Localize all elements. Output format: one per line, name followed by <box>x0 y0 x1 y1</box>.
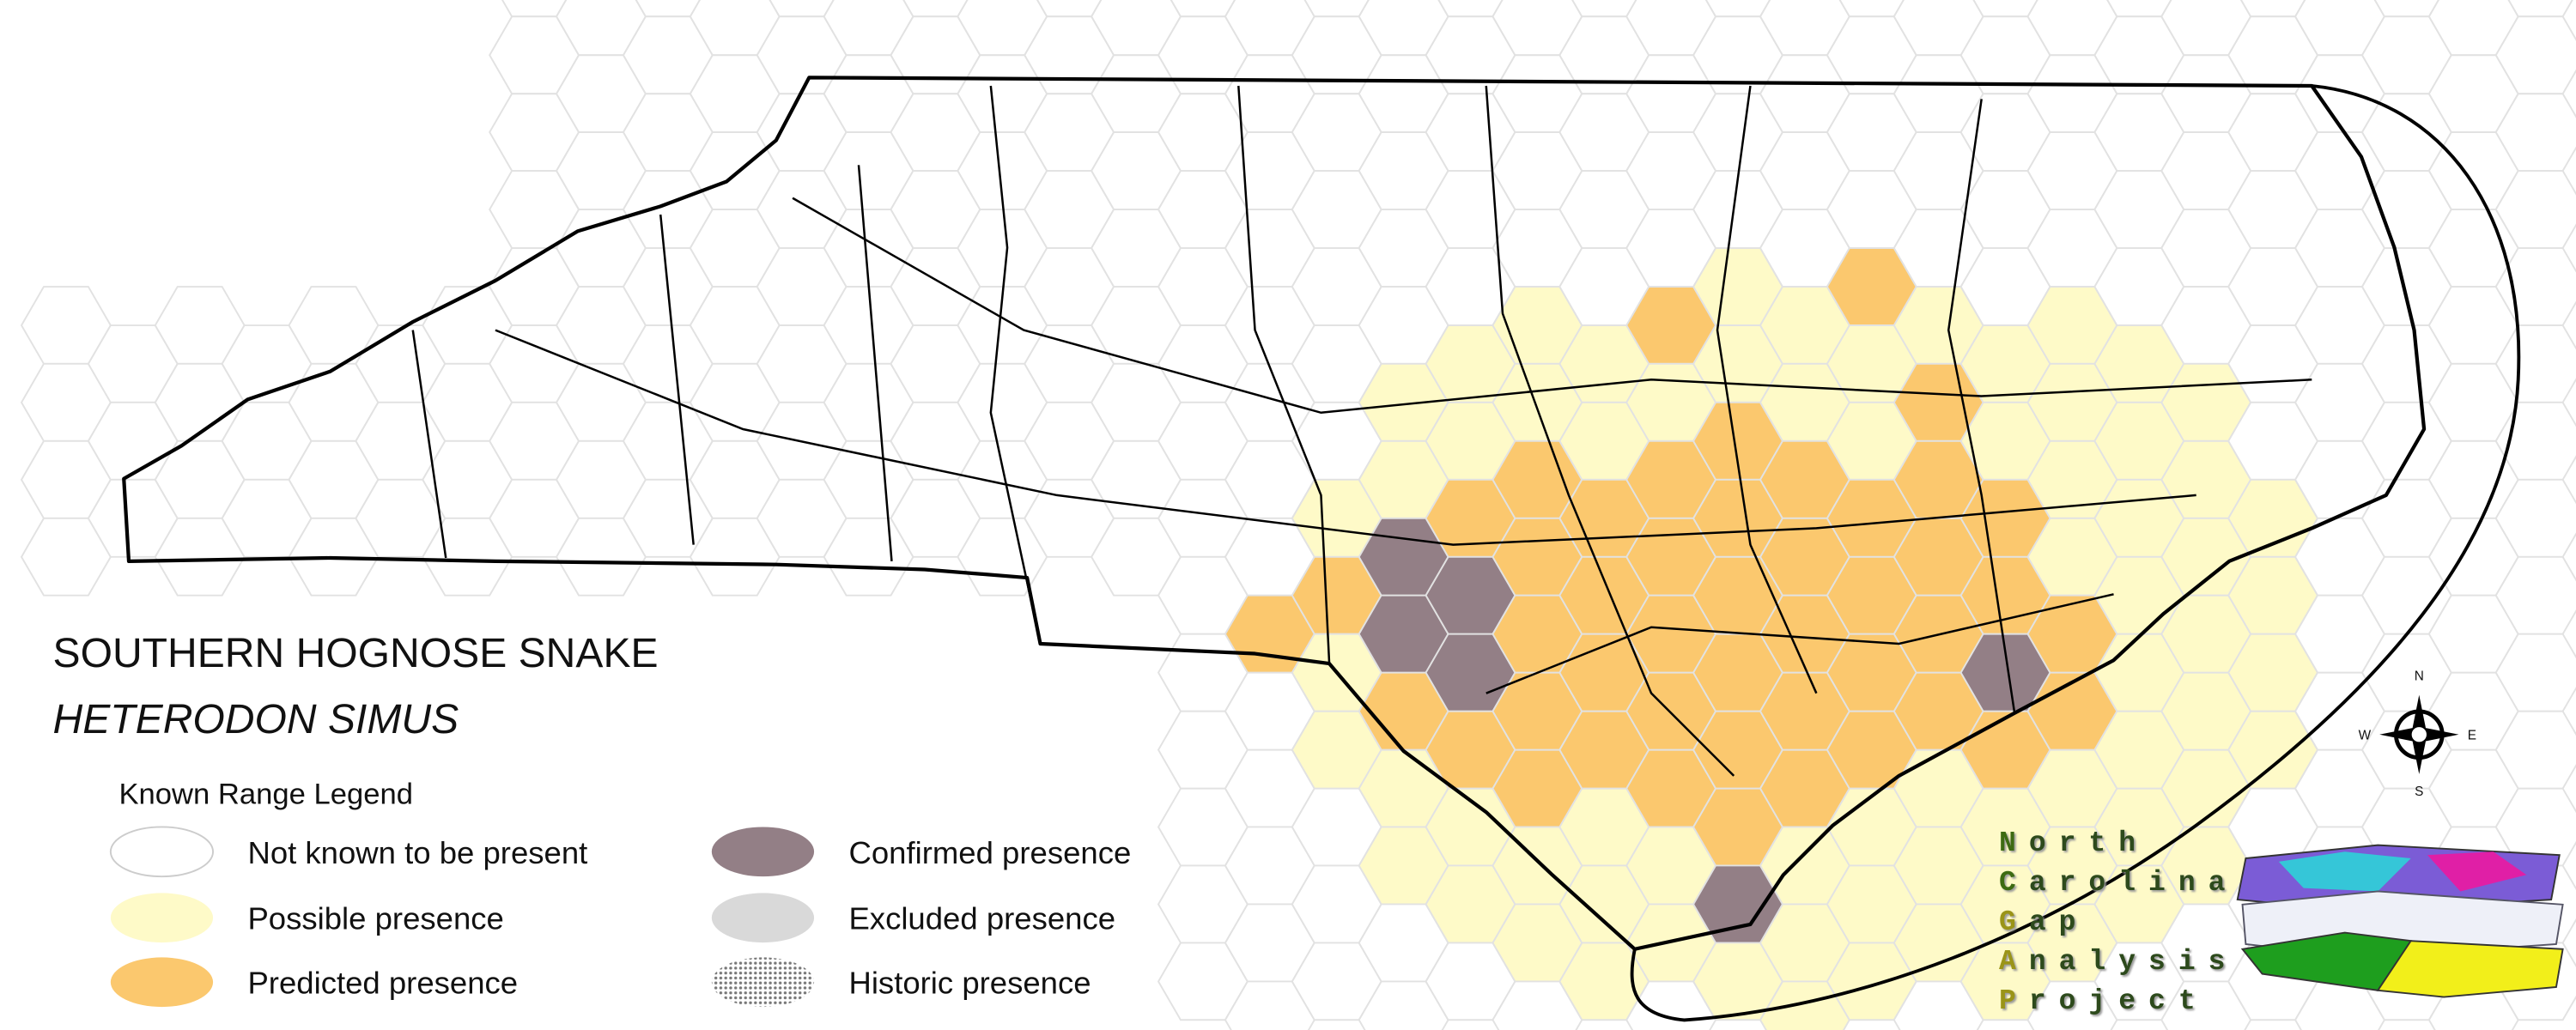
legend: Not known to be present Possible presence… <box>109 826 1131 1008</box>
legend-label: Excluded presence <box>848 901 1115 936</box>
legend-label: Predicted presence <box>247 966 518 1001</box>
legend-swatch <box>109 826 215 878</box>
legend-swatch <box>711 893 815 943</box>
logo: North Carolina Gap Analysis Project <box>1999 824 2238 1021</box>
compass-n: N <box>2415 669 2424 683</box>
logo-word: North <box>1999 827 2149 859</box>
legend-label: Historic presence <box>848 966 1091 1001</box>
state-outline <box>122 76 2427 951</box>
legend-label: Confirmed presence <box>848 835 1131 870</box>
legend-swatch <box>711 827 815 877</box>
subtitle: HETERODON SIMUS <box>53 696 459 742</box>
logo-word: Analysis <box>1999 946 2239 978</box>
county-lines <box>411 85 2312 777</box>
compass-w: W <box>2359 729 2372 743</box>
compass-e: E <box>2468 729 2476 743</box>
title: SOUTHERN HOGNOSE SNAKE <box>53 630 659 676</box>
legend-swatch <box>110 893 214 943</box>
logo-word: Project <box>1999 985 2208 1017</box>
legend-swatch <box>711 957 815 1008</box>
compass-s: S <box>2415 785 2423 799</box>
legend-title: Known Range Legend <box>118 779 413 811</box>
compass: N S E W <box>2359 669 2476 799</box>
logo-graphic <box>2236 844 2564 998</box>
logo-word: Carolina <box>1999 867 2239 899</box>
outer-boundary <box>1630 84 2521 1022</box>
hex-grid <box>20 0 2576 1030</box>
logo-word: Gap <box>1999 906 2089 938</box>
legend-label: Possible presence <box>247 901 503 936</box>
legend-label: Not known to be present <box>247 835 587 870</box>
legend-swatch <box>110 957 214 1008</box>
